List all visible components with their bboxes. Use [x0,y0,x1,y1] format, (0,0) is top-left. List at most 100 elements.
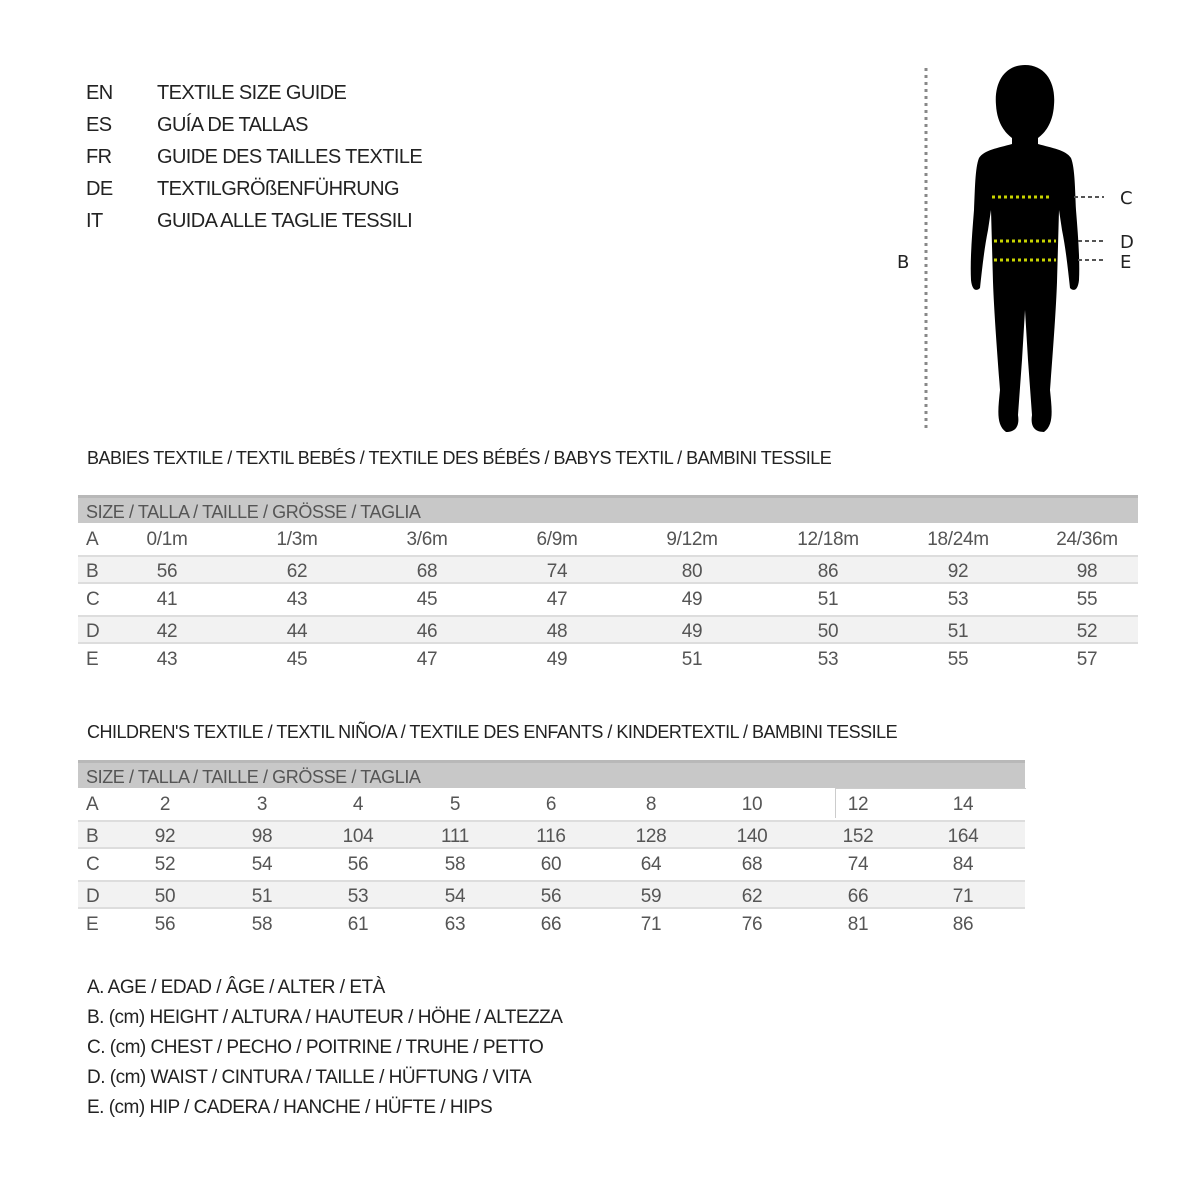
label-e: E [1120,252,1131,273]
title-lang-code: DE [86,178,113,200]
table-cell: 104 [342,826,374,847]
table-cell: 6 [545,794,557,815]
table-cell: 56 [347,854,369,875]
table-cell: 52 [1076,621,1098,642]
table-cell: 140 [736,826,768,847]
table-cell: 43 [286,589,308,610]
table-row: E 56 58 61 63 66 71 76 81 86 [78,910,1025,939]
table-cell: 63 [444,914,466,935]
table-cell: 55 [1076,589,1098,610]
row-label: B [86,561,99,582]
table-cell: 62 [286,561,308,582]
table-cell: 41 [156,589,178,610]
table-cell: 86 [952,914,974,935]
table-header: SIZE / TALLA / TAILLE / GRÖSSE / TAGLIA [78,760,1025,788]
table-cell: 98 [1076,561,1098,582]
table-cell: 52 [154,854,176,875]
table-cell: 68 [416,561,438,582]
label-b: B [897,252,909,273]
table-row: A 0/1m 1/3m 3/6m 6/9m 9/12m 12/18m 18/24m 24/36m [78,525,1138,554]
legend-item: B. (cm) HEIGHT / ALTURA / HAUTEUR / HÖHE… [87,1007,563,1028]
table-cell: 24/36m [1056,529,1118,550]
table-cell: 92 [154,826,176,847]
table-cell: 81 [847,914,869,935]
table-row: B 56 62 68 74 80 86 92 98 [78,555,1138,584]
title-lang-code: EN [86,82,113,104]
table-cell: 51 [947,621,969,642]
title-text: GUIDE DES TAILLES TEXTILE [157,146,423,168]
label-d: D [1120,232,1134,253]
table-cell: 12 [847,794,869,815]
table-cell: 80 [681,561,703,582]
table-cell: 46 [416,621,438,642]
table-cell: 12/18m [797,529,859,550]
table-cell: 116 [536,826,566,847]
row-label: D [86,621,100,642]
table-cell: 3 [256,794,268,815]
row-label: E [86,914,99,935]
row-label: E [86,649,99,670]
child-silhouette-icon [970,65,1080,432]
title-lang-code: ES [86,114,112,136]
table-cell: 58 [251,914,273,935]
table-cell: 66 [847,886,869,907]
table-cell: 3/6m [406,529,448,550]
row-label: A [86,794,99,815]
title-text: TEXTILE SIZE GUIDE [157,82,347,104]
title-text: GUIDA ALLE TAGLIE TESSILI [157,210,413,232]
table-cell: 66 [540,914,562,935]
table-cell: 0/1m [146,529,188,550]
table-cell: 111 [441,826,469,847]
table-cell: 76 [741,914,763,935]
title-lang-code: IT [86,210,103,232]
table-cell: 64 [640,854,662,875]
table-cell: 51 [817,589,839,610]
table-cell: 49 [681,621,703,642]
table-cell: 74 [546,561,568,582]
table-cell: 71 [952,886,974,907]
table-row: E 43 45 47 49 51 53 55 57 [78,645,1138,674]
table-cell: 53 [817,649,839,670]
table-cell: 86 [817,561,839,582]
table-cell: 51 [251,886,273,907]
table-cell: 84 [952,854,974,875]
table-cell: 4 [352,794,364,815]
table-cell: 56 [156,561,178,582]
table-cell: 56 [154,914,176,935]
table-row: D 42 44 46 48 49 50 51 52 [78,615,1138,644]
babies-heading: BABIES TEXTILE / TEXTIL BEBÉS / TEXTILE … [87,448,832,468]
table-cell: 152 [842,826,874,847]
table-row: B 92 98 104 111 116 128 140 152 164 [78,820,1025,849]
table-cell: 55 [947,649,969,670]
title-text: TEXTILGRÖßENFÜHRUNG [157,178,400,200]
row-label: C [86,589,100,610]
row-label: B [86,826,99,847]
table-cell: 43 [156,649,178,670]
label-c: C [1120,188,1133,209]
title-text: GUÍA DE TALLAS [157,114,309,136]
table-cell: 53 [347,886,369,907]
table-cell: 44 [286,621,308,642]
table-row: C 52 54 56 58 60 64 68 74 84 [78,850,1025,879]
table-cell: 54 [251,854,273,875]
table-cell: 128 [635,826,667,847]
table-cell: 18/24m [927,529,989,550]
table-cell: 42 [156,621,178,642]
row-label: A [86,529,99,550]
table-cell: 98 [251,826,273,847]
row-label: C [86,854,100,875]
table-cell: 6/9m [536,529,578,550]
title-lang-code: FR [86,146,112,168]
table-cell: 10 [741,794,763,815]
table-cell: 59 [640,886,662,907]
table-cell: 49 [546,649,568,670]
table-cell: 51 [681,649,703,670]
table-cell: 8 [645,794,657,815]
table-cell: 49 [681,589,703,610]
table-cell: 56 [540,886,562,907]
legend-item: C. (cm) CHEST / PECHO / POITRINE / TRUHE… [87,1037,544,1058]
table-cell: 62 [741,886,763,907]
table-cell: 50 [817,621,839,642]
table-cell: 9/12m [666,529,718,550]
table-cell: 53 [947,589,969,610]
